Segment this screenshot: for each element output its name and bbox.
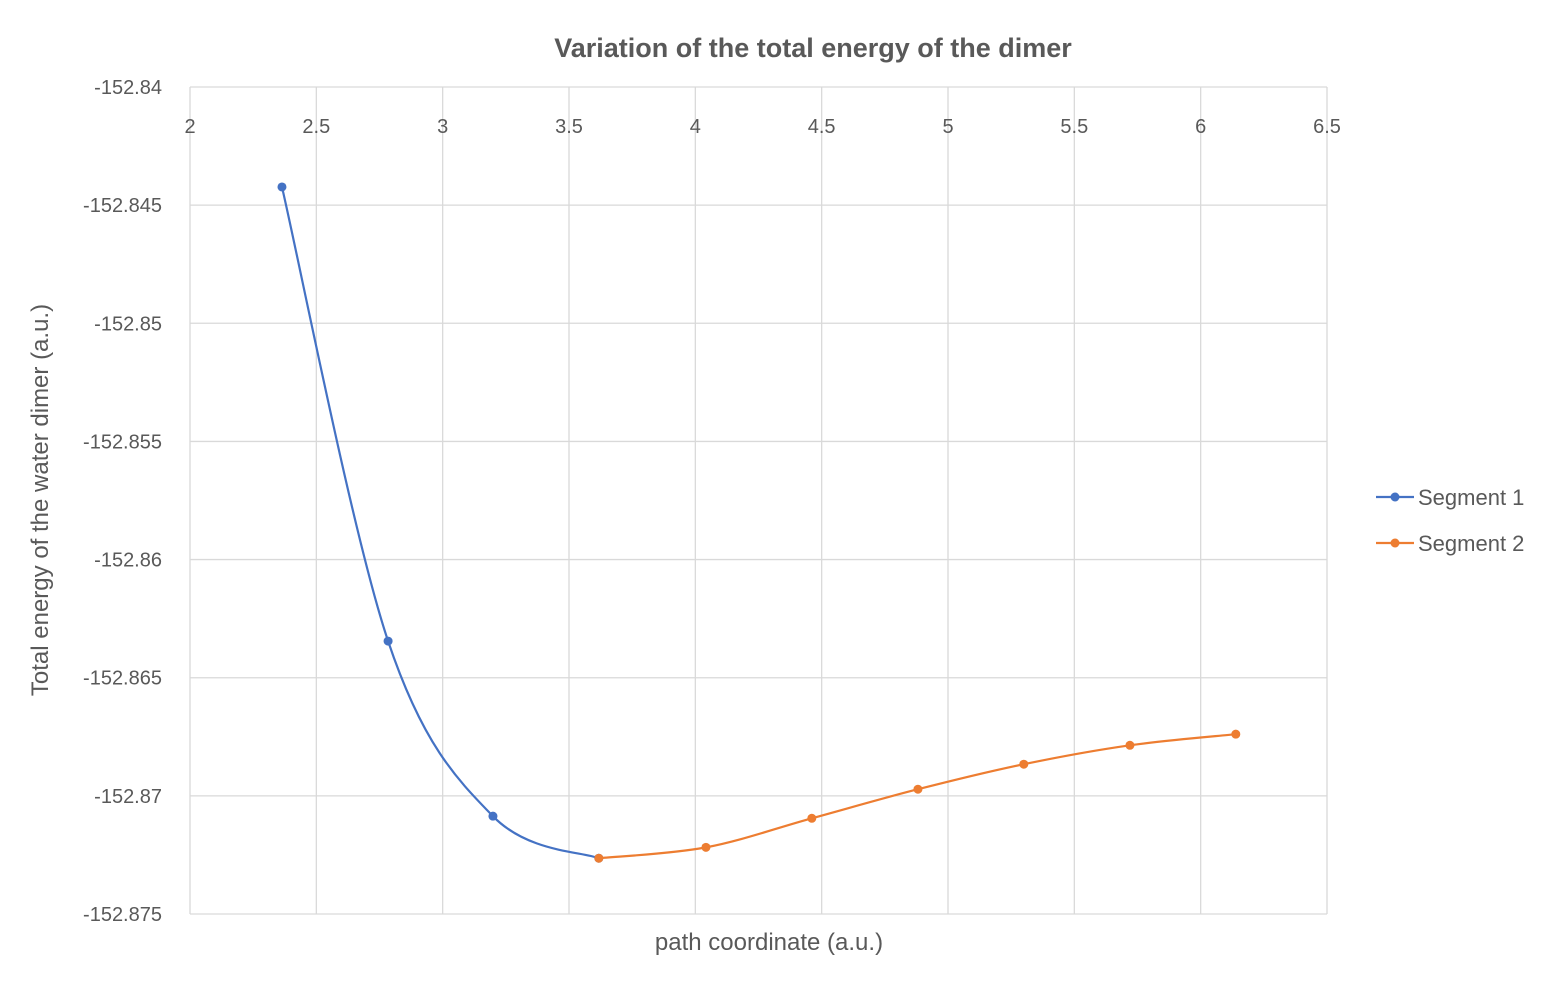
- legend-label: Segment 2: [1418, 531, 1524, 556]
- data-point: [701, 842, 711, 852]
- series-line-1: [280, 186, 600, 860]
- x-tick-label: 5.5: [1060, 116, 1088, 138]
- x-axis-label: path coordinate (a.u.): [655, 929, 883, 956]
- data-point: [383, 636, 393, 646]
- legend-label: Segment 1: [1418, 485, 1524, 510]
- x-tick-label: 6: [1195, 116, 1206, 138]
- y-axis-label: Total energy of the water dimer (a.u.): [27, 304, 54, 696]
- y-tick-label: -152.845: [83, 195, 162, 217]
- tick-labels: 2 2.5 3 3.5 4 4.5 5 5.5 6 6.5 -152.84 -152.845 -152.…: [83, 77, 1341, 926]
- data-point: [277, 182, 287, 192]
- y-tick-label: -152.855: [83, 431, 162, 453]
- x-tick-label: 4.5: [808, 116, 836, 138]
- x-tick-label: 4: [690, 116, 701, 138]
- y-tick-label: -152.875: [83, 904, 162, 926]
- legend-marker: [1390, 538, 1400, 548]
- series-layer: [277, 182, 1241, 863]
- grid: [189, 86, 1328, 915]
- legend: Segment 1 Segment 2: [1376, 485, 1524, 556]
- data-point: [488, 811, 498, 821]
- y-tick-label: -152.865: [83, 668, 162, 690]
- x-tick-label: 3.5: [555, 116, 583, 138]
- legend-marker: [1390, 492, 1400, 502]
- data-point: [1019, 759, 1029, 769]
- data-point: [1125, 740, 1135, 750]
- data-point: [594, 853, 604, 863]
- data-point: [1231, 729, 1241, 739]
- chart-title: Variation of the total energy of the dim…: [554, 33, 1072, 63]
- x-tick-label: 2.5: [302, 116, 330, 138]
- y-tick-label: -152.86: [94, 550, 162, 572]
- x-tick-label: 3: [437, 116, 448, 138]
- x-tick-label: 5: [942, 116, 953, 138]
- y-tick-label: -152.84: [94, 77, 162, 99]
- data-point: [913, 784, 923, 794]
- x-tick-label: 6.5: [1313, 116, 1341, 138]
- data-point: [807, 813, 817, 823]
- y-tick-label: -152.85: [94, 313, 162, 335]
- y-tick-label: -152.87: [94, 786, 162, 808]
- x-tick-label: 2: [184, 116, 195, 138]
